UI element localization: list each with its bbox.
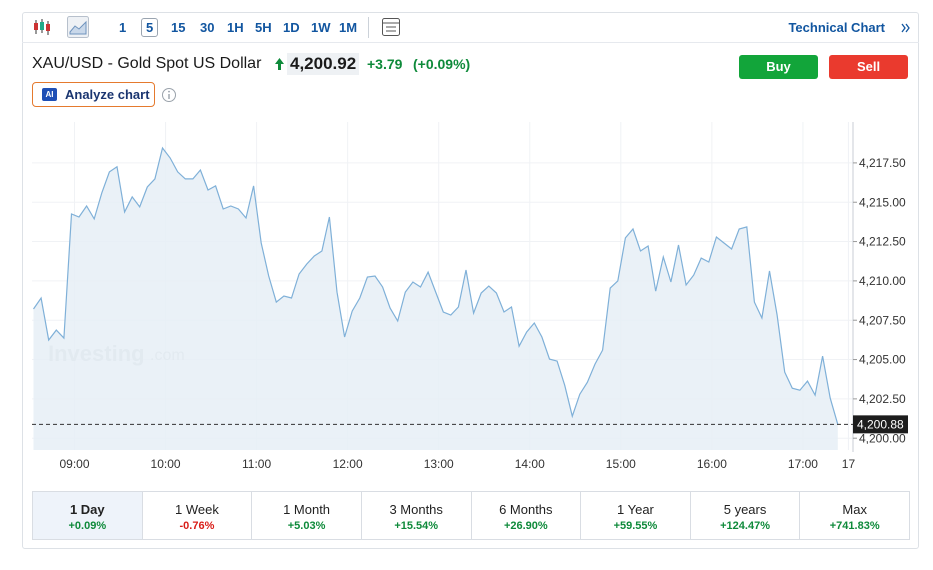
period-cell[interactable]: 3 Months +15.54% — [362, 492, 472, 539]
info-icon[interactable] — [161, 87, 177, 103]
chart: Investing.com4,200.004,202.504,205.004,2… — [32, 122, 908, 471]
interval-button[interactable]: 1M — [339, 20, 358, 35]
period-cell[interactable]: 6 Months +26.90% — [472, 492, 582, 539]
interval-button[interactable]: 30 — [200, 20, 215, 35]
x-tick-label: 11:00 — [242, 457, 271, 471]
x-tick-label: 10:00 — [151, 457, 181, 471]
interval-button[interactable]: 5H — [255, 20, 272, 35]
period-cell[interactable]: 1 Week -0.76% — [143, 492, 253, 539]
x-tick-label: 17:00 — [788, 457, 818, 471]
period-label: 6 Months — [499, 502, 553, 517]
x-tick-label: 12:00 — [333, 457, 363, 471]
y-tick-label: 4,212.50 — [859, 235, 906, 249]
period-change: +59.55% — [613, 520, 658, 532]
price-change-percent: (+0.09%) — [413, 56, 471, 72]
price: 4,200.92 — [287, 53, 360, 75]
up-arrow — [275, 58, 284, 70]
period-cell[interactable]: Max +741.83% — [800, 492, 909, 539]
period-cell[interactable]: 1 Year +59.55% — [581, 492, 691, 539]
y-tick-label: 4,200.00 — [859, 431, 906, 445]
price-change: +3.79 — [367, 56, 403, 72]
ai-badge: AI — [42, 88, 57, 101]
candles-icon[interactable] — [32, 17, 52, 37]
y-tick-label: 4,202.50 — [859, 392, 906, 406]
chevron-icon — [901, 23, 910, 33]
interval-button[interactable]: 5 — [141, 18, 159, 37]
area — [33, 148, 838, 450]
y-tick-label: 4,205.00 — [859, 353, 906, 367]
analyze-button[interactable]: AI Analyze chart — [32, 82, 155, 107]
symbol-name: XAU/USD - Gold Spot US Dollar — [32, 55, 262, 72]
period-change: +124.47% — [720, 520, 770, 532]
y-tick-label: 4,207.50 — [859, 313, 906, 327]
period-label: Max — [842, 502, 867, 517]
period-change: +741.83% — [829, 520, 880, 532]
x-tick-label: 14:00 — [515, 457, 545, 471]
last-price-box — [853, 415, 908, 434]
y-tick-label: 4,215.00 — [859, 195, 906, 209]
period-change: +26.90% — [503, 520, 548, 532]
analyze-label: Analyze chart — [65, 87, 150, 102]
x-tick-label: 09:00 — [59, 457, 89, 471]
interval-button[interactable]: 15 — [171, 20, 186, 35]
period-cell[interactable]: 1 Month +5.03% — [252, 492, 362, 539]
period-change: +0.09% — [68, 520, 107, 532]
x-tick-label: 17 — [842, 457, 856, 471]
interval-button[interactable]: 1D — [283, 20, 300, 35]
x-tick-label: 15:00 — [606, 457, 636, 471]
interval-button[interactable]: 1 — [119, 20, 127, 35]
y-tick-label: 4,217.50 — [859, 156, 906, 170]
sell-button[interactable]: Sell — [829, 55, 908, 79]
interval-button[interactable]: 1W — [311, 20, 331, 35]
period-change: -0.76% — [179, 520, 215, 532]
period-cell[interactable]: 1 Day +0.09% — [33, 492, 143, 539]
period-label: 1 Day — [69, 502, 105, 517]
period-label: 5 years — [723, 502, 767, 517]
period-table: 1 Day +0.09% 1 Week -0.76% 1 Month +5.03% 3 Mo… — [32, 491, 910, 540]
buy-button[interactable]: Buy — [739, 55, 818, 79]
technical-chart-link[interactable]: Technical Chart — [788, 20, 885, 35]
layout-icon[interactable] — [381, 17, 401, 37]
period-change: +5.03% — [287, 520, 326, 532]
toolbar: 1 5 15 30 1H 5H 1D 1W 1M Technical Chart — [22, 12, 919, 43]
interval-button[interactable]: 1H — [227, 20, 244, 35]
period-change: +15.54% — [394, 520, 439, 532]
widget-frame — [22, 12, 919, 549]
last-price-label: 4,200.88 — [857, 418, 904, 432]
area-icon[interactable] — [67, 16, 89, 38]
period-label: 1 Year — [617, 502, 654, 517]
period-label: 1 Week — [175, 502, 219, 517]
period-cell[interactable]: 5 years +124.47% — [691, 492, 801, 539]
separator — [368, 17, 369, 38]
period-label: 1 Month — [283, 502, 331, 517]
x-tick-label: 16:00 — [697, 457, 727, 471]
period-label: 3 Months — [389, 502, 443, 517]
line — [33, 146, 839, 425]
x-tick-label: 13:00 — [424, 457, 454, 471]
y-tick-label: 4,210.00 — [859, 274, 906, 288]
